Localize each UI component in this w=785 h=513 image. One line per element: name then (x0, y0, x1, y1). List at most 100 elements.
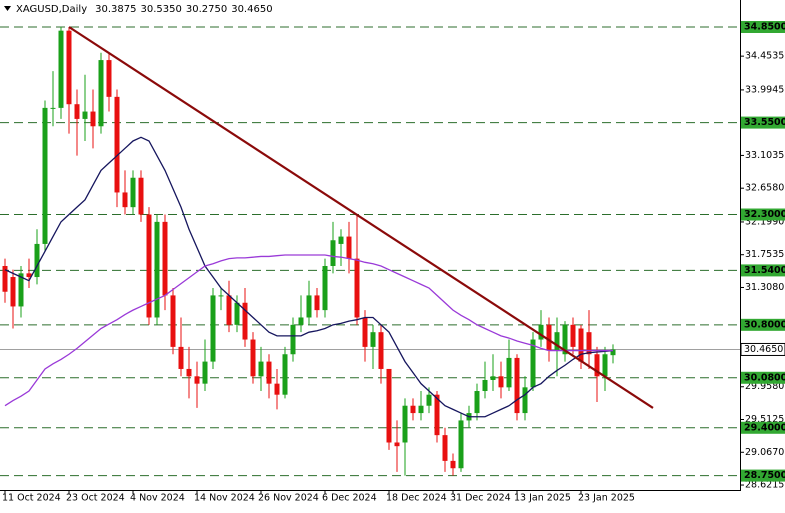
candle-body (242, 302, 248, 340)
y-tick-label: 29.5125 (745, 414, 784, 425)
candle-body (202, 361, 208, 384)
x-tick-label: 18 Dec 2024 (386, 493, 447, 504)
menu-triangle[interactable] (4, 6, 11, 11)
level-label-box (741, 318, 785, 331)
moving-average (4, 254, 613, 407)
y-tick-label: 33.9945 (745, 84, 784, 95)
quote-value: 30.5350 (140, 4, 181, 15)
y-tick-label: 32.6580 (745, 183, 784, 194)
candle-body (394, 442, 400, 447)
moving-average (4, 136, 614, 418)
candle-body (522, 387, 528, 414)
candle-body (10, 277, 16, 307)
candle-body (210, 295, 216, 362)
candle-body (442, 435, 448, 461)
candle-body (514, 357, 520, 414)
x-tick-label: 26 Nov 2024 (258, 493, 319, 504)
x-tick-label: 6 Dec 2024 (322, 493, 377, 504)
level-label-box (741, 264, 785, 277)
candle-body (154, 221, 160, 318)
candle-body (2, 265, 8, 292)
y-tick-label: 31.3080 (745, 282, 784, 293)
level-label: 31.5400 (744, 265, 785, 276)
level-label-box (741, 20, 785, 33)
candle-body (274, 383, 280, 395)
x-tick-label: 23 Jan 2025 (578, 493, 635, 504)
candle-body (450, 460, 456, 469)
level-label: 33.5500 (744, 117, 785, 128)
y-tick-label: 32.1990 (745, 216, 784, 227)
candle-body (482, 379, 488, 392)
level-label: 32.3000 (744, 209, 785, 220)
candle-body (258, 361, 264, 377)
level-label: 30.8000 (744, 319, 785, 330)
candle-body (162, 221, 168, 296)
level-label-box (741, 116, 785, 129)
candle-body (346, 236, 352, 259)
last-price-box (740, 342, 785, 356)
candle-body (114, 96, 120, 193)
chart-header: XAGUSD,Daily 30.3875 30.5350 30.2750 30.4650 (16, 4, 273, 15)
quote-value: 30.3875 (95, 4, 136, 15)
candle-body (170, 295, 176, 347)
candle-body (146, 214, 152, 318)
candle-body (218, 295, 224, 297)
candle-body (298, 317, 304, 325)
candle-body (586, 332, 592, 355)
level-label-box (741, 469, 785, 482)
candle-body (186, 368, 192, 377)
candle-body (354, 258, 360, 318)
candle-body (426, 394, 432, 406)
candle-body (506, 357, 512, 388)
candle-body (90, 111, 96, 127)
candle-body (378, 332, 384, 369)
candle-body (58, 30, 64, 108)
level-label: 34.8500 (744, 21, 785, 32)
candle-body (226, 295, 232, 325)
candle-body (490, 376, 496, 380)
candle-body (562, 324, 568, 355)
level-label: 29.4000 (744, 422, 785, 433)
x-tick-label: 4 Nov 2024 (130, 493, 185, 504)
candle-body (474, 391, 480, 414)
candle-body (122, 192, 128, 208)
y-tick-label: 34.4535 (745, 51, 784, 62)
y-tick-label: 29.0670 (745, 447, 784, 458)
y-tick-label: 29.9580 (745, 381, 784, 392)
candle-body (546, 324, 552, 351)
quote-value: 30.2750 (186, 4, 227, 15)
candle-body (402, 405, 408, 443)
symbol: XAGUSD,Daily (16, 4, 87, 15)
candle-body (194, 376, 200, 384)
x-tick-label: 14 Nov 2024 (194, 493, 255, 504)
x-tick-label: 23 Oct 2024 (66, 493, 125, 504)
quote-value: 30.4650 (231, 4, 272, 15)
candle-body (498, 376, 504, 388)
candle-body (410, 405, 416, 414)
candle-body (282, 354, 288, 395)
candle-body (250, 339, 256, 377)
candle-body (338, 236, 344, 244)
levels (0, 26, 740, 477)
candle-body (602, 354, 608, 377)
x-tick-label: 11 Oct 2024 (2, 493, 61, 504)
candle-body (42, 107, 48, 244)
candle-body (106, 60, 112, 97)
candle-body (290, 324, 296, 355)
candle-body (34, 243, 40, 278)
candle-body (306, 295, 312, 318)
level-label-box (741, 371, 785, 384)
candle-body (314, 295, 320, 311)
candle-body (594, 354, 600, 377)
candle-body (74, 104, 80, 119)
candle-body (26, 273, 32, 278)
candle-body (130, 177, 136, 208)
candle-body (434, 394, 440, 436)
candle-body (330, 240, 336, 266)
candle-body (178, 346, 184, 369)
candle-body (554, 332, 560, 351)
candle-body (370, 332, 376, 347)
